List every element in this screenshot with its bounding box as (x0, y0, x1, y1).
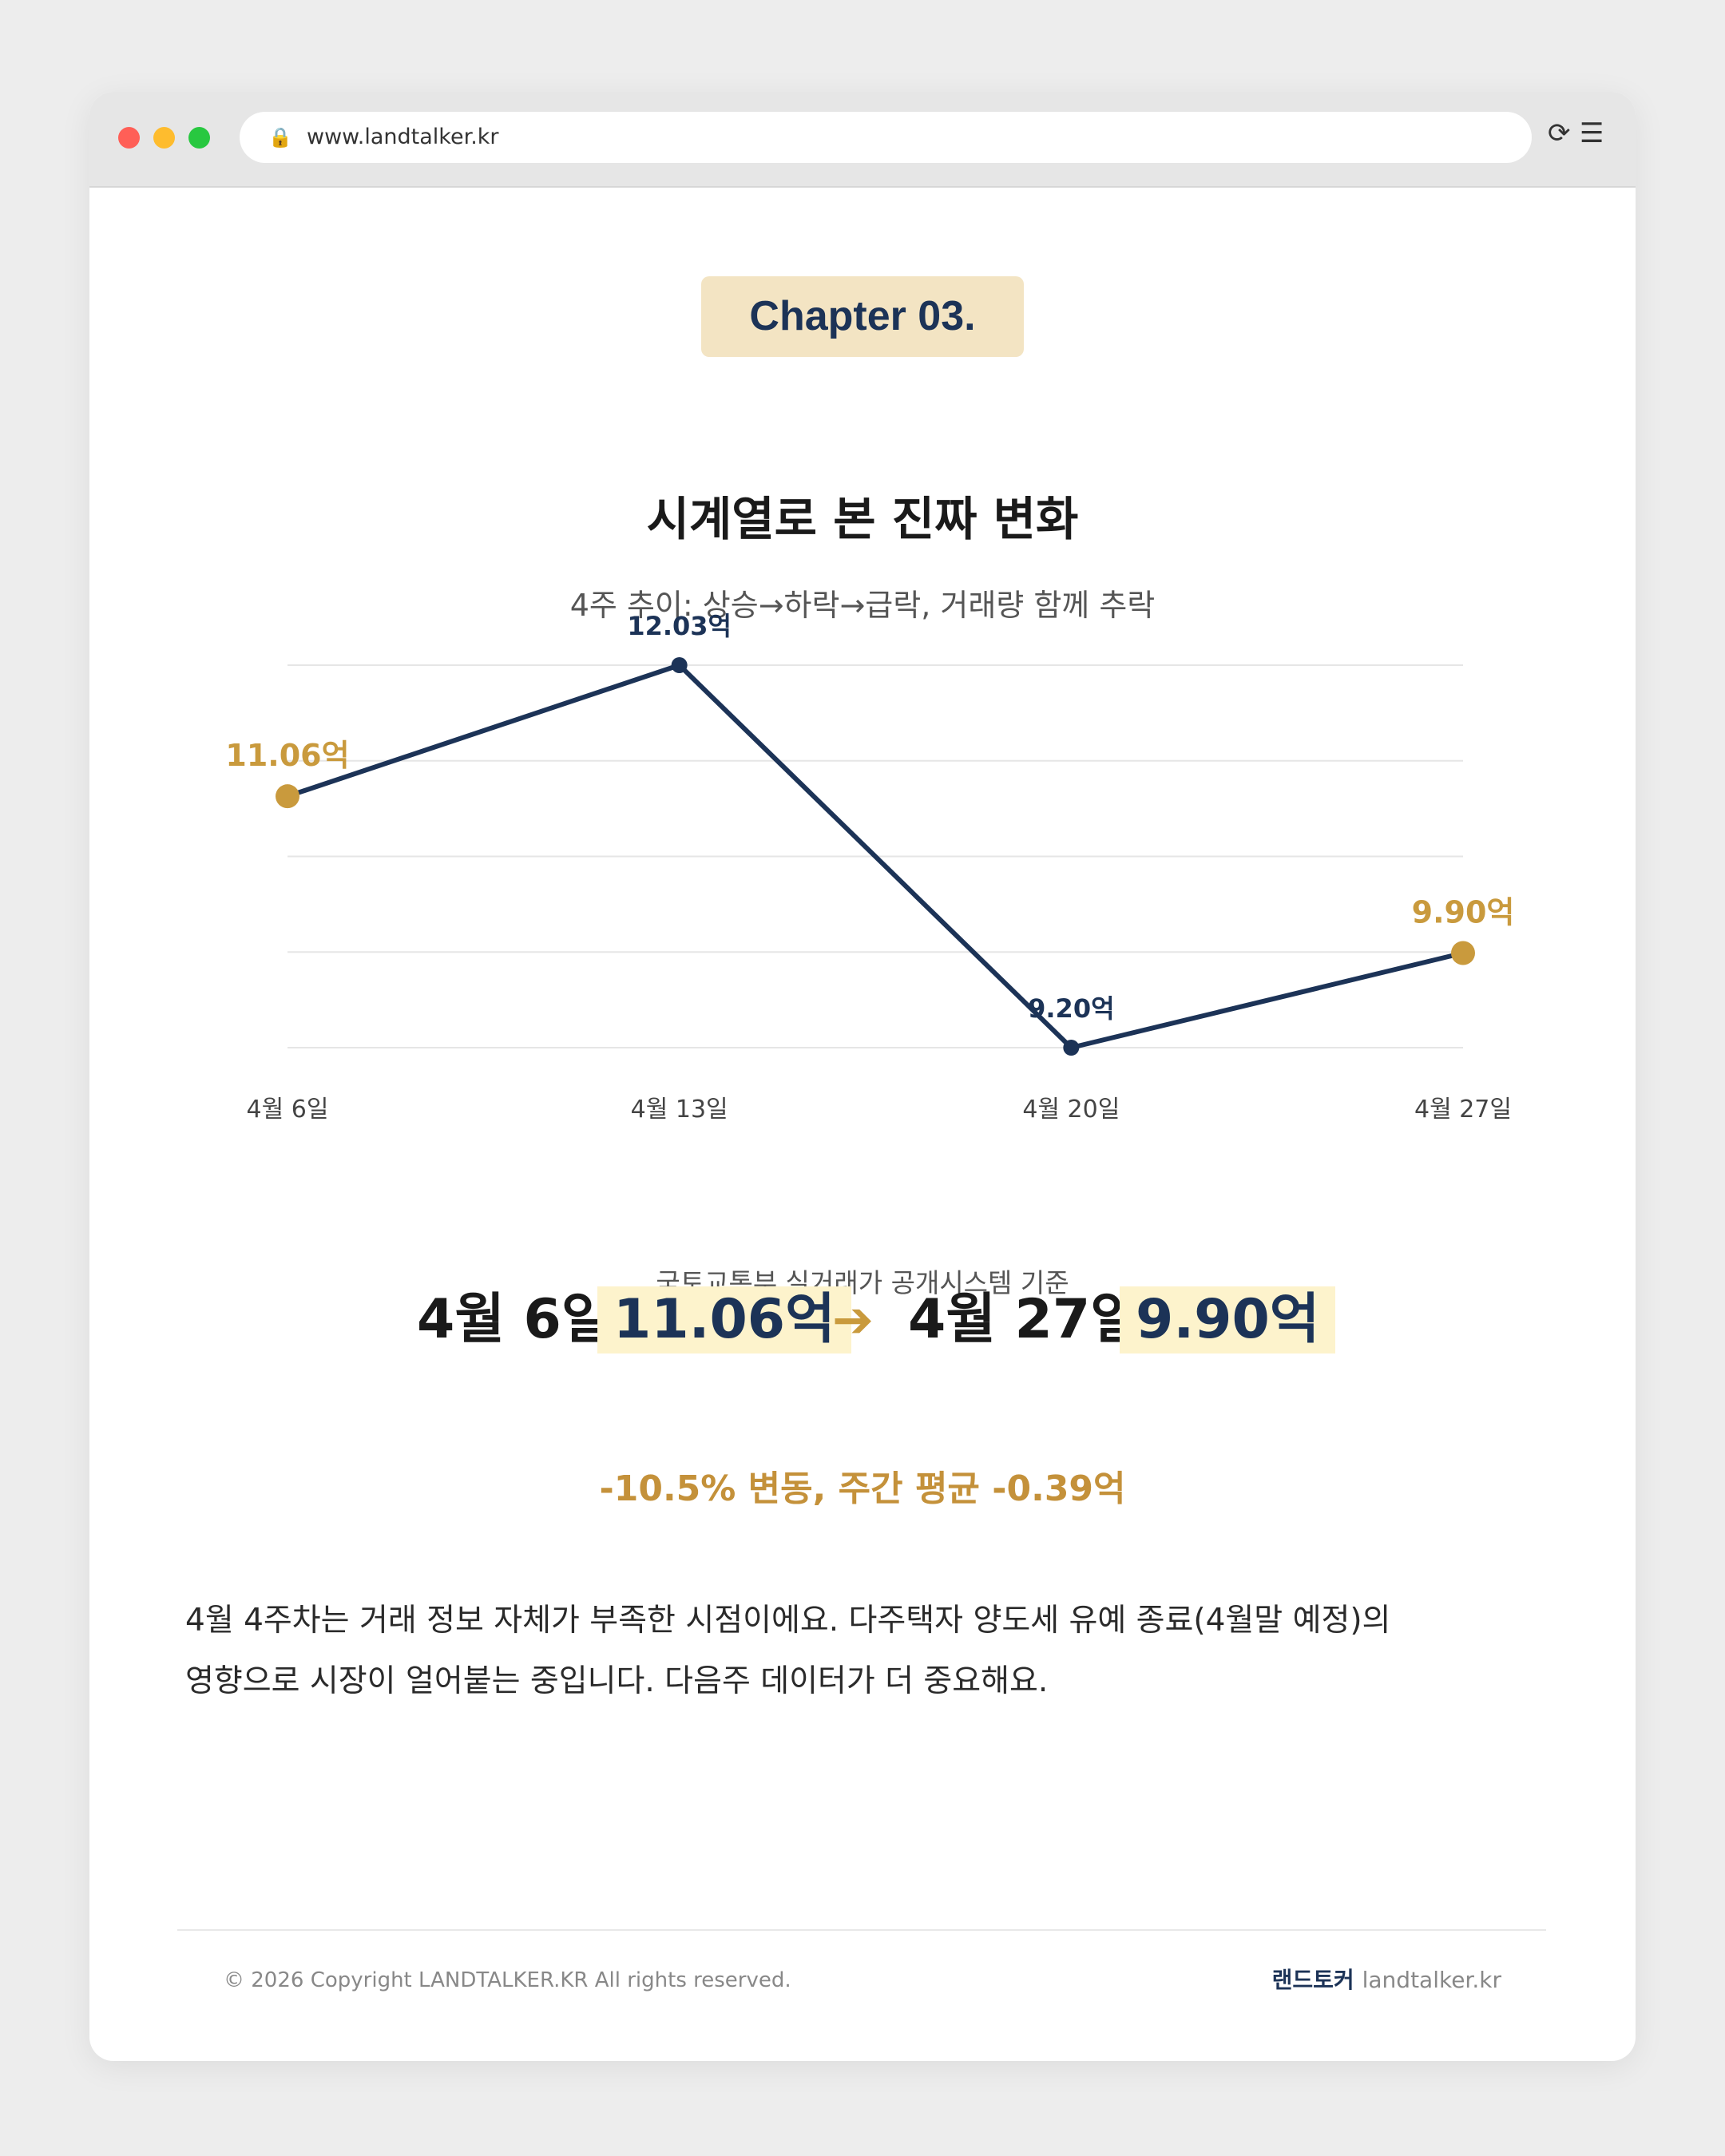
footer-divider (177, 1929, 1546, 1931)
change-summary: -10.5% 변동, 주간 평균 -0.39억 (599, 1468, 1126, 1509)
lock-icon: 🔒 (268, 126, 292, 149)
brand-domain: landtalker.kr (1362, 1967, 1501, 1993)
x-tick-label: 4월 6일 (247, 1096, 329, 1124)
brand-name: 랜드토커 (1271, 1967, 1354, 1993)
minimize-window-button[interactable] (153, 127, 175, 149)
body-line: 영향으로 시장이 얼어붙는 중입니다. 다음주 데이터가 더 중요해요. (185, 1663, 1049, 1699)
browser-titlebar: 🔒 www.landtalker.kr ⟳ ☰ (89, 92, 1636, 188)
reload-icon[interactable]: ⟳ (1548, 117, 1571, 149)
price-comparison: 4월 6일 11.06억 ➔ 4월 27일 9.90억 (89, 1280, 1636, 1440)
address-bar[interactable]: 🔒 www.landtalker.kr (240, 112, 1532, 163)
data-label: 12.03억 (627, 611, 732, 641)
arrow-right-icon: ➔ (832, 1290, 874, 1349)
chapter-badge: Chapter 03. (701, 276, 1024, 357)
body-line: 4월 4주차는 거래 정보 자체가 부족한 시점이에요. 다주택자 양도세 유예… (185, 1603, 1391, 1639)
series-line (285, 663, 1465, 1050)
page-title: 시계열로 본 진짜 변화 (646, 492, 1079, 546)
data-point (276, 784, 299, 809)
browser-window: 🔒 www.landtalker.kr ⟳ ☰ Chapter 03. 시계열로… (89, 92, 1636, 2061)
x-tick-label: 4월 27일 (1414, 1096, 1512, 1124)
copyright-text: © 2026 Copyright LANDTALKER.KR All right… (224, 1968, 791, 1992)
from-value: 11.06억 (597, 1286, 851, 1353)
data-point (671, 657, 688, 673)
to-value: 9.90억 (1120, 1286, 1336, 1353)
url-text[interactable]: www.landtalker.kr (307, 125, 499, 149)
x-tick-label: 4월 13일 (631, 1096, 728, 1124)
price-line-chart: 11.06억 12.03억 9.20억 9.90억 4월 6일 4월 13일 4월 20일 4… (225, 611, 1515, 1124)
data-point (1063, 1040, 1080, 1056)
page-subtitle: 4주 추이: 상승→하락→급락, 거래량 함께 추락 (569, 588, 1156, 623)
to-date: 4월 27일 (908, 1288, 1140, 1351)
x-tick-label: 4월 20일 (1022, 1096, 1120, 1124)
data-label: 9.20억 (1028, 993, 1114, 1024)
from-date: 4월 6일 (417, 1288, 612, 1351)
data-label: 11.06억 (225, 738, 349, 773)
close-window-button[interactable] (118, 127, 140, 149)
maximize-window-button[interactable] (188, 127, 210, 149)
footer-brand[interactable]: 랜드토커 landtalker.kr (1272, 1966, 1501, 1995)
data-point (1451, 941, 1475, 965)
menu-icon[interactable]: ☰ (1580, 117, 1604, 149)
body-paragraph: 4월 4주차는 거래 정보 자체가 부족한 시점이에요. 다주택자 양도세 유예… (185, 1591, 1543, 1712)
data-label: 9.90억 (1412, 895, 1515, 930)
